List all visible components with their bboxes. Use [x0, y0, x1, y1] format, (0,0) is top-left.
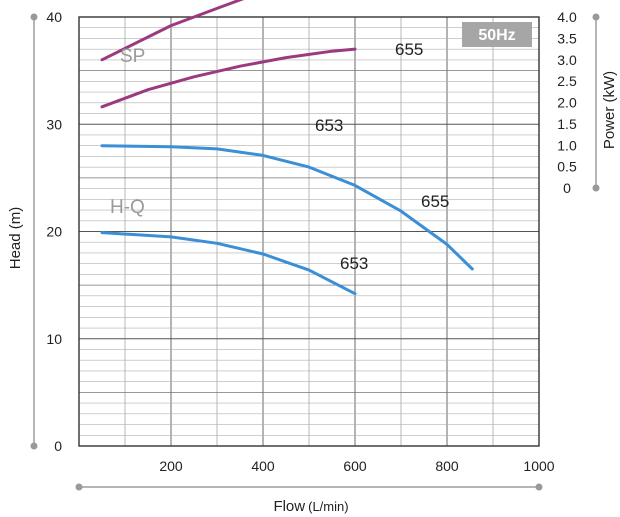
- y-tick-label: 30: [46, 116, 62, 132]
- y2-tick-label: 4.0: [557, 9, 577, 25]
- y2-tick-label: 1.5: [557, 116, 577, 132]
- x-tick-label: 400: [251, 458, 275, 474]
- frequency-badge: [462, 22, 532, 47]
- y2-tick-label: 2.0: [557, 95, 577, 111]
- y-tick-label: 20: [46, 224, 62, 240]
- y2-tick-label: 0.5: [557, 159, 577, 175]
- x-tick-label: 800: [435, 458, 459, 474]
- power-axis-end-top: [592, 13, 600, 21]
- flow-axis-title: Flow (L/min): [273, 498, 348, 515]
- y2-tick-label: 3.0: [557, 52, 577, 68]
- power-group-label: SP: [120, 46, 145, 67]
- power-axis-end-bottom: [592, 184, 600, 192]
- power-curve-655: [100, 0, 245, 62]
- power-curve-653: [100, 47, 357, 109]
- head-curve-655: [100, 144, 474, 271]
- power-653-label: 653: [315, 116, 343, 135]
- head-curve-653: [100, 231, 357, 296]
- x-tick-label: 1000: [523, 458, 554, 474]
- head-axis-end-bottom: [30, 442, 38, 450]
- plot-border: [78, 16, 540, 447]
- flow-axis-end-left: [75, 483, 83, 491]
- head-axis-title: Head (m): [7, 207, 24, 270]
- y-tick-label: 0: [54, 438, 62, 454]
- y2-tick-label: 3.5: [557, 30, 577, 46]
- flow-axis-title-unit: (L/min): [308, 499, 348, 514]
- x-tick-label: 200: [159, 458, 183, 474]
- head-group-label: H-Q: [110, 197, 145, 218]
- y2-tick-label: 0: [563, 180, 571, 196]
- y-tick-label: 10: [46, 331, 62, 347]
- power-655-label: 655: [395, 40, 423, 59]
- x-tick-label: 600: [343, 458, 367, 474]
- flow-axis-end-right: [535, 483, 543, 491]
- y2-tick-label: 1.0: [557, 137, 577, 153]
- head-axis-end-top: [30, 13, 38, 21]
- power-axis-title: Power (kW): [601, 71, 618, 149]
- head-655-label: 655: [421, 192, 449, 211]
- frequency-badge-text: 50Hz: [478, 27, 515, 44]
- flow-axis-title-main: Flow: [273, 498, 305, 515]
- curves: [100, 0, 474, 296]
- head-653-label: 653: [340, 254, 368, 273]
- plot-frame: [78, 16, 540, 447]
- grid: [79, 17, 539, 446]
- tick-labels: 200 400 600 800 100001020304000.51.01.52.02.…: [46, 9, 577, 474]
- y2-tick-label: 2.5: [557, 73, 577, 89]
- y-tick-label: 40: [46, 9, 62, 25]
